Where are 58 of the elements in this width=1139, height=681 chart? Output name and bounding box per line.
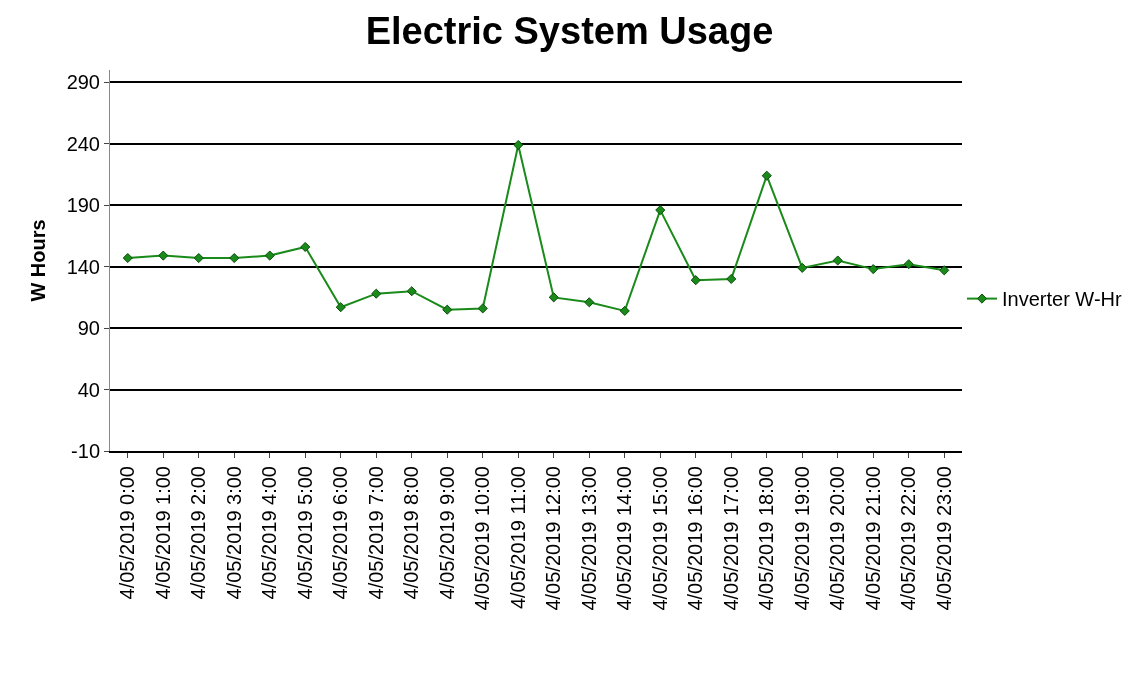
x-tick-label: 4/05/2019 0:00 bbox=[116, 466, 139, 600]
point bbox=[584, 297, 595, 308]
x-tick-label: 4/05/2019 3:00 bbox=[222, 466, 245, 600]
point bbox=[619, 305, 630, 316]
y-tick-label: 190 bbox=[66, 194, 100, 217]
point bbox=[655, 205, 666, 216]
point bbox=[158, 250, 169, 261]
point bbox=[832, 255, 843, 266]
point bbox=[797, 262, 808, 273]
point bbox=[903, 259, 914, 270]
x-tick-label: 4/05/2019 4:00 bbox=[258, 466, 281, 600]
x-tick-label: 4/05/2019 2:00 bbox=[187, 466, 210, 600]
x-tick-label: 4/05/2019 20:00 bbox=[826, 466, 849, 611]
x-tick-label: 4/05/2019 16:00 bbox=[684, 466, 707, 611]
y-tick-label: -10 bbox=[71, 440, 100, 462]
x-tick-label: 4/05/2019 7:00 bbox=[364, 466, 387, 600]
point bbox=[335, 302, 346, 313]
x-tick-label: 4/05/2019 1:00 bbox=[151, 466, 174, 600]
point bbox=[548, 292, 559, 303]
y-tick-label: 140 bbox=[66, 255, 100, 278]
x-tick-label: 4/05/2019 21:00 bbox=[861, 466, 884, 611]
y-tick-label: 240 bbox=[66, 132, 100, 155]
point bbox=[371, 288, 382, 299]
point bbox=[726, 273, 737, 284]
x-tick-label: 4/05/2019 15:00 bbox=[648, 466, 671, 611]
y-tick-label: 40 bbox=[77, 378, 100, 401]
x-tick-label: 4/05/2019 17:00 bbox=[719, 466, 742, 611]
x-tick-label: 4/05/2019 9:00 bbox=[435, 466, 458, 600]
x-tick-label: 4/05/2019 5:00 bbox=[293, 466, 316, 600]
y-axis-title: W Hours bbox=[27, 219, 50, 302]
point bbox=[193, 252, 204, 264]
point bbox=[761, 170, 772, 181]
x-tick-label: 4/05/2019 8:00 bbox=[400, 466, 423, 600]
y-tick-label: 90 bbox=[77, 317, 100, 340]
x-tick-label: 4/05/2019 22:00 bbox=[897, 466, 920, 611]
legend-label: Inverter W-Hr bbox=[1002, 288, 1122, 311]
x-tick-label: 4/05/2019 23:00 bbox=[932, 466, 955, 611]
x-tick-label: 4/05/2019 19:00 bbox=[790, 466, 813, 611]
point bbox=[406, 286, 417, 297]
x-tick-label: 4/05/2019 18:00 bbox=[755, 466, 778, 611]
point bbox=[122, 252, 133, 264]
point bbox=[300, 241, 311, 253]
x-tick-label: 4/05/2019 10:00 bbox=[471, 466, 494, 611]
point bbox=[442, 304, 453, 315]
point bbox=[868, 264, 879, 275]
chart-title: Electric System Usage bbox=[365, 9, 774, 52]
x-tick-label: 4/05/2019 11:00 bbox=[506, 466, 529, 610]
point bbox=[513, 139, 524, 151]
point bbox=[690, 275, 701, 286]
x-tick-label: 4/05/2019 6:00 bbox=[329, 466, 352, 600]
x-tick-label: 4/05/2019 14:00 bbox=[613, 466, 636, 611]
y-tick-label: 290 bbox=[66, 71, 100, 94]
point bbox=[939, 265, 950, 276]
x-tick-label: 4/05/2019 13:00 bbox=[577, 466, 600, 611]
x-tick-label: 4/05/2019 12:00 bbox=[542, 466, 565, 611]
point bbox=[229, 252, 240, 264]
point bbox=[264, 250, 275, 261]
point bbox=[477, 303, 488, 314]
